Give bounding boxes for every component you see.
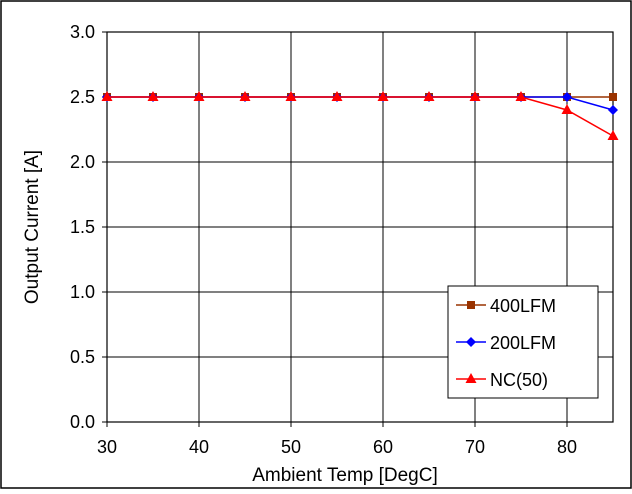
legend-label: NC(50) — [490, 370, 548, 390]
x-tick-label: 40 — [189, 437, 209, 457]
data-point — [193, 91, 205, 101]
data-point — [562, 92, 572, 102]
data-point — [609, 93, 617, 101]
x-axis-label: Ambient Temp [DegC] — [252, 465, 438, 486]
y-tick-label: 2.5 — [70, 87, 95, 107]
data-point — [423, 91, 435, 101]
data-point — [607, 130, 619, 140]
data-point — [147, 91, 159, 101]
data-point — [377, 91, 389, 101]
series-line — [107, 96, 614, 137]
data-point — [515, 91, 527, 101]
y-tick-label: 0.0 — [70, 412, 95, 432]
x-tick-label: 30 — [97, 437, 117, 457]
y-tick-label: 2.0 — [70, 152, 95, 172]
y-tick-label: 0.5 — [70, 347, 95, 367]
x-tick-label: 50 — [281, 437, 301, 457]
x-tick-label: 80 — [557, 437, 577, 457]
x-tick-label: 70 — [465, 437, 485, 457]
data-point — [285, 91, 297, 101]
legend: 400LFM 200LFM NC(50) — [447, 285, 599, 399]
legend-swatch-marker — [466, 337, 476, 347]
y-tick-label: 1.5 — [70, 217, 95, 237]
legend-swatch-marker — [465, 373, 477, 383]
legend-label: 200LFM — [490, 333, 556, 353]
series-group — [101, 91, 619, 140]
plot-frame — [106, 31, 614, 423]
data-point — [561, 104, 573, 114]
legend-label: 400LFM — [490, 296, 556, 316]
data-point — [239, 91, 251, 101]
data-point — [331, 91, 343, 101]
data-point — [469, 91, 481, 101]
legend-swatch-marker — [467, 301, 475, 309]
x-tick-label: 60 — [373, 437, 393, 457]
y-tick-label: 1.0 — [70, 282, 95, 302]
data-point — [608, 105, 618, 115]
data-point — [101, 91, 113, 101]
axes: 0.0 0.5 1.0 1.5 2.0 2.5 3.0 30 40 50 60 70 80 — [70, 22, 614, 457]
y-axis-label: Output Current [A] — [22, 150, 43, 304]
y-tick-label: 3.0 — [70, 22, 95, 42]
